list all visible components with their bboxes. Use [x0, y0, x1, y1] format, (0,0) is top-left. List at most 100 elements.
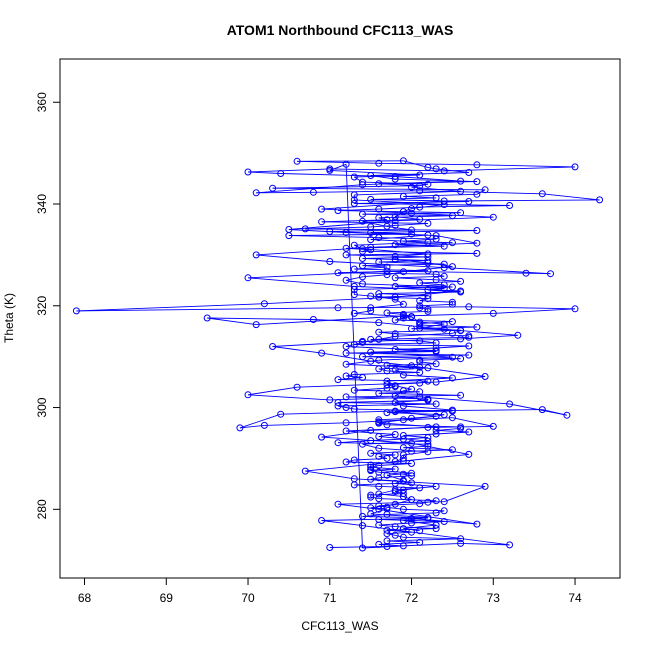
data-point	[326, 396, 334, 404]
data-point	[391, 221, 399, 229]
data-point	[350, 196, 358, 204]
series-line-segment	[403, 193, 477, 197]
series-line-segment	[370, 197, 437, 200]
data-point	[391, 330, 399, 338]
data-point	[506, 400, 514, 408]
data-point	[350, 341, 358, 348]
data-point	[416, 279, 424, 287]
series-line-segment	[370, 224, 396, 228]
series-line-segment	[403, 496, 412, 501]
series-line-segment	[256, 191, 314, 194]
data-point	[408, 183, 415, 191]
data-point	[424, 364, 432, 372]
data-point	[342, 160, 350, 168]
data-point	[359, 522, 366, 530]
series-line-segment	[386, 384, 396, 388]
data-point	[252, 189, 260, 197]
data-point	[342, 276, 350, 284]
series-line-segment	[297, 381, 437, 388]
series-line-segment	[378, 293, 428, 297]
series-line-segment	[378, 295, 428, 298]
data-point	[391, 531, 399, 539]
data-point	[440, 167, 448, 175]
data-point	[334, 207, 342, 215]
x-tick-label: 73	[487, 591, 501, 605]
data-point	[375, 290, 383, 298]
data-point	[440, 264, 448, 272]
data-point	[432, 276, 440, 284]
data-point	[473, 520, 481, 528]
data-point	[432, 430, 440, 438]
data-point	[424, 448, 432, 456]
data-point	[375, 521, 383, 529]
series-line-segment	[427, 166, 437, 170]
data-point	[367, 246, 375, 254]
data-point	[432, 232, 440, 240]
data-point	[432, 400, 440, 408]
data-point	[440, 325, 448, 333]
data-point	[383, 384, 391, 392]
series-line-segment	[247, 277, 355, 287]
data-point	[399, 371, 407, 379]
data-point	[391, 408, 399, 416]
data-point	[399, 300, 407, 308]
data-point	[391, 465, 399, 473]
data-point	[457, 187, 465, 195]
data-point	[359, 210, 366, 218]
data-point	[440, 411, 448, 419]
data-point	[416, 500, 424, 508]
series-line-segment	[419, 358, 461, 361]
data-point	[424, 257, 432, 264]
data-point	[342, 393, 350, 401]
series-line-segment	[76, 303, 265, 312]
data-point	[408, 479, 415, 487]
data-point	[448, 318, 456, 326]
series-line-segment	[444, 267, 551, 275]
series-line-segment	[354, 174, 420, 178]
data-point	[236, 424, 244, 432]
data-point	[399, 157, 407, 165]
x-tick-label: 74	[568, 591, 582, 605]
data-point	[375, 474, 383, 482]
series-line-segment	[493, 308, 576, 314]
data-point	[391, 282, 399, 290]
data-point	[399, 432, 407, 439]
data-point	[334, 304, 342, 312]
series-line-segment	[386, 538, 461, 542]
data-point	[432, 509, 440, 517]
data-point	[399, 268, 407, 276]
data-point	[457, 355, 465, 363]
data-point	[391, 293, 399, 301]
data-point	[448, 446, 456, 454]
data-point	[318, 218, 326, 226]
series-line-segment	[452, 417, 494, 427]
series-line-segment	[264, 422, 347, 426]
data-point	[383, 526, 391, 534]
data-point	[424, 498, 432, 506]
series-line-segment	[403, 160, 429, 168]
series-line-segment	[395, 402, 404, 407]
series-line-segment	[403, 374, 453, 379]
data-point	[440, 272, 448, 280]
series-line-segment	[354, 176, 363, 183]
series-line-segment	[378, 543, 404, 547]
data-point	[244, 168, 252, 176]
series-line-segment	[247, 394, 330, 401]
series-line-segment	[354, 241, 428, 246]
series-line-segment	[386, 540, 420, 543]
data-point	[416, 182, 424, 190]
series-line-segment	[354, 457, 388, 461]
data-point	[350, 191, 358, 199]
data-point	[506, 541, 514, 549]
data-point	[424, 231, 432, 239]
data-point	[334, 402, 342, 410]
series-line-segment	[239, 413, 281, 429]
series-line-segment	[436, 427, 461, 431]
data-point	[399, 525, 407, 533]
data-point	[318, 349, 326, 357]
data-point	[448, 374, 456, 382]
data-point	[399, 454, 407, 462]
data-point	[350, 481, 358, 489]
series-line-segment	[378, 291, 461, 295]
